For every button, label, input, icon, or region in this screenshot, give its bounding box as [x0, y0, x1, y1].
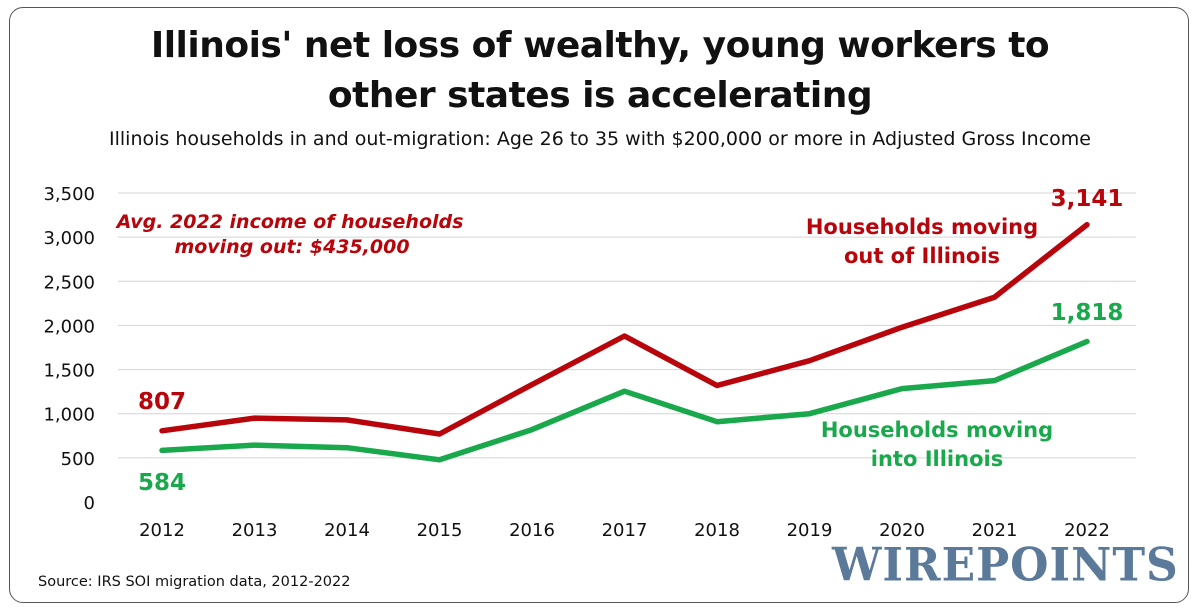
- chart-frame: [9, 7, 1189, 603]
- x-tick-label: 2016: [509, 520, 555, 541]
- chart-title-line1: Illinois' net loss of wealthy, young wor…: [150, 25, 1050, 66]
- x-tick-label: 2015: [417, 520, 463, 541]
- x-tick-label: 2012: [139, 520, 185, 541]
- y-tick-label: 2,500: [43, 272, 95, 293]
- series-in-name-line2: into Illinois: [871, 447, 1003, 471]
- series-out-start-label: 807: [138, 389, 186, 415]
- series-in-name-line1: Households moving: [821, 418, 1053, 442]
- series-in-start-label: 584: [138, 470, 186, 496]
- x-tick-label: 2013: [232, 520, 278, 541]
- wirepoints-logo: WIREPOINTS: [832, 538, 1179, 593]
- x-tick-label: 2019: [787, 520, 833, 541]
- y-tick-label: 3,500: [43, 184, 95, 205]
- series-out-name-line2: out of Illinois: [844, 244, 1000, 268]
- x-tick-label: 2021: [972, 520, 1018, 541]
- series-line-out: [159, 221, 1090, 437]
- y-tick-label: 0: [84, 493, 95, 514]
- x-tick-label: 2017: [602, 520, 648, 541]
- x-tick-label: 2020: [879, 520, 925, 541]
- x-tick-label: 2018: [694, 520, 740, 541]
- x-tick-label: 2014: [324, 520, 370, 541]
- chart-subtitle: Illinois households in and out-migration…: [109, 128, 1091, 150]
- annotation-line1: Avg. 2022 income of households: [115, 211, 464, 233]
- y-tick-label: 500: [61, 449, 95, 470]
- x-tick-label: 2022: [1064, 520, 1110, 541]
- source-note: Source: IRS SOI migration data, 2012-202…: [38, 574, 351, 590]
- y-tick-label: 1,500: [43, 361, 95, 382]
- series-out-end-label: 3,141: [1051, 186, 1124, 212]
- annotation-line2: moving out: $435,000: [174, 236, 409, 258]
- y-tick-label: 3,000: [43, 228, 95, 249]
- chart-title-line2: other states is accelerating: [327, 75, 873, 116]
- series-out-name-line1: Households moving: [806, 215, 1038, 239]
- series-line-in: [159, 338, 1090, 463]
- y-tick-label: 1,000: [43, 405, 95, 426]
- y-tick-label: 2,000: [43, 316, 95, 337]
- series-in-end-label: 1,818: [1051, 300, 1124, 326]
